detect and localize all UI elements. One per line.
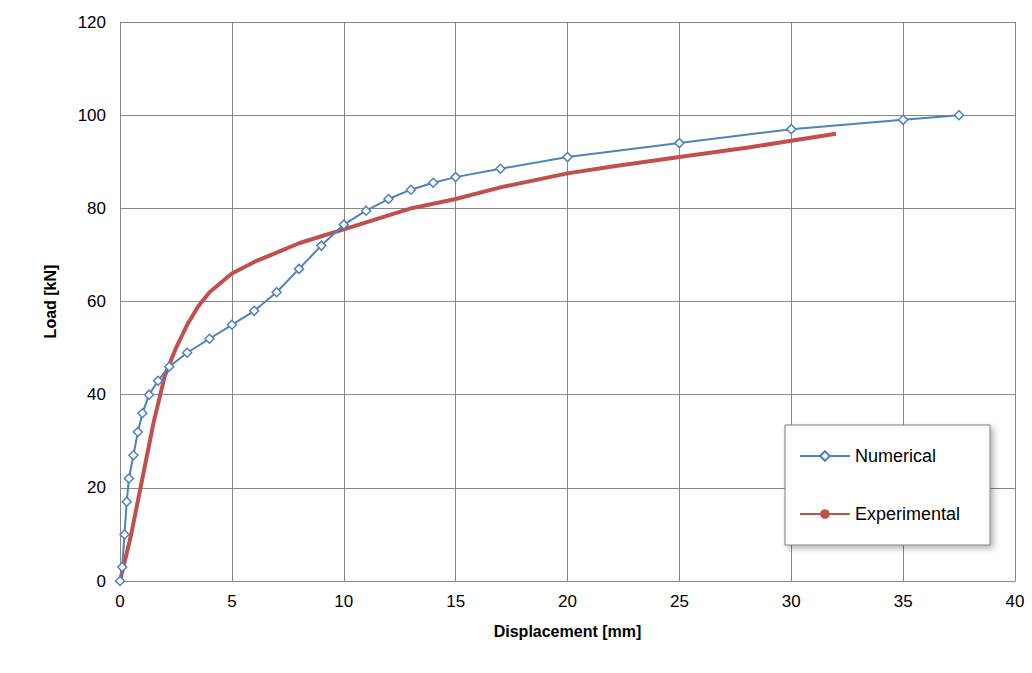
svg-text:15: 15 (446, 592, 465, 611)
svg-text:Experimental: Experimental (855, 504, 960, 524)
svg-text:25: 25 (670, 592, 689, 611)
svg-text:100: 100 (78, 106, 106, 125)
svg-text:60: 60 (87, 292, 106, 311)
svg-text:30: 30 (782, 592, 801, 611)
svg-text:120: 120 (78, 13, 106, 32)
svg-text:40: 40 (1006, 592, 1025, 611)
svg-text:0: 0 (97, 572, 106, 591)
svg-text:Load [kN]: Load [kN] (42, 265, 59, 339)
svg-text:10: 10 (334, 592, 353, 611)
svg-text:0: 0 (115, 592, 124, 611)
svg-text:40: 40 (87, 385, 106, 404)
svg-text:Displacement [mm]: Displacement [mm] (494, 623, 642, 640)
svg-text:20: 20 (87, 478, 106, 497)
svg-text:35: 35 (894, 592, 913, 611)
svg-text:20: 20 (558, 592, 577, 611)
svg-text:80: 80 (87, 199, 106, 218)
svg-text:Numerical: Numerical (855, 446, 936, 466)
svg-text:5: 5 (227, 592, 236, 611)
